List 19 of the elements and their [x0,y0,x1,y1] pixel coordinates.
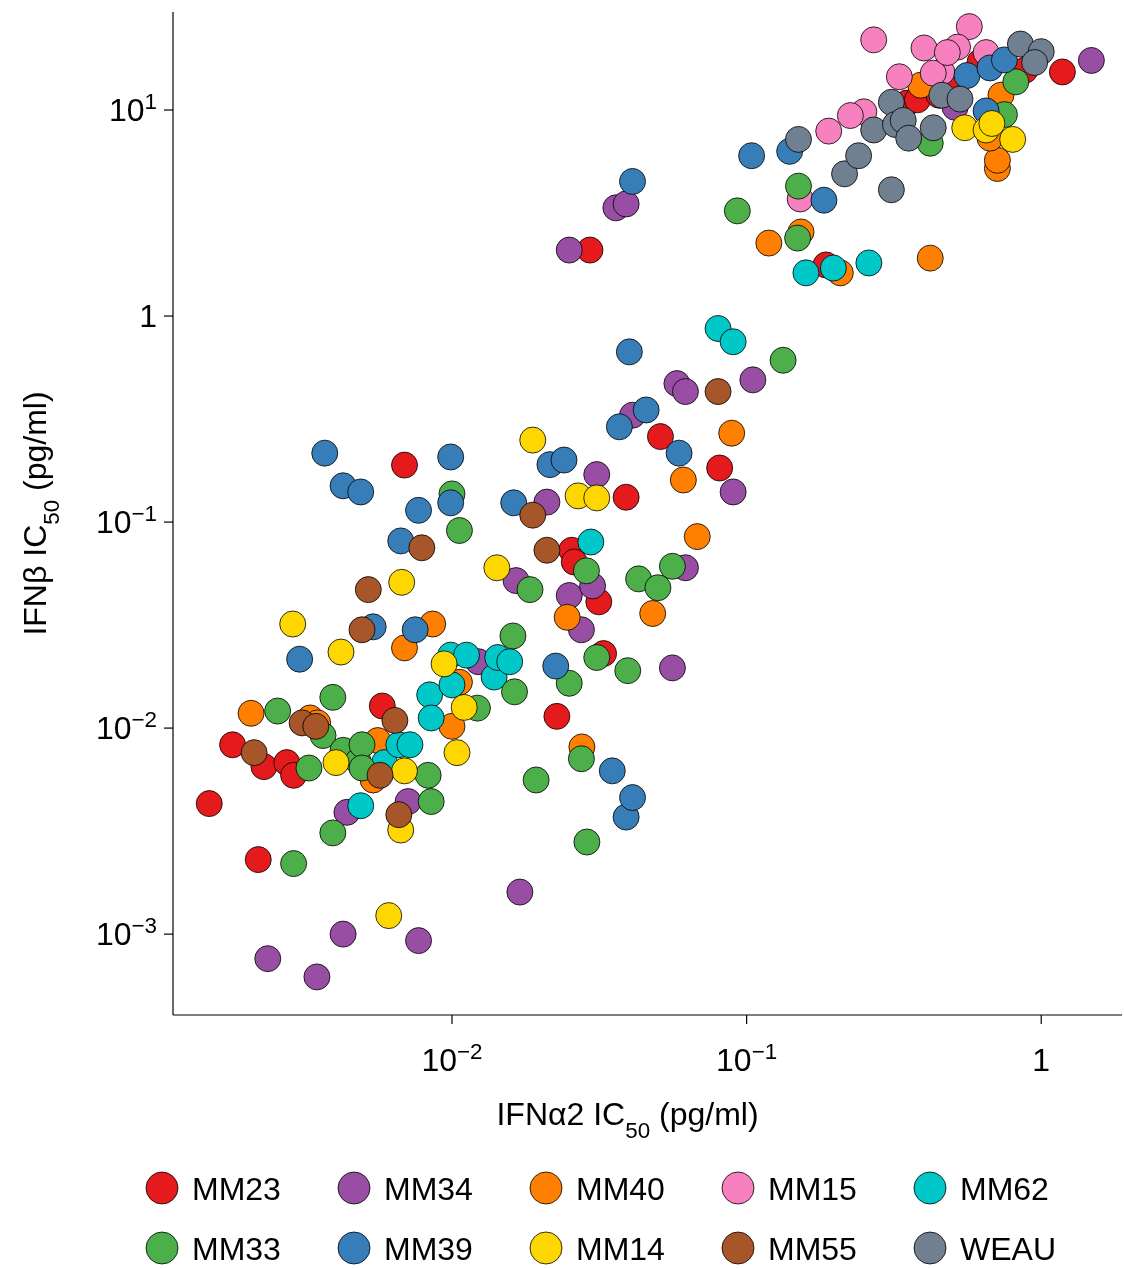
y-tick-label: 10$^{−3}$ [95,912,157,953]
legend-label: WEAU [960,1231,1056,1267]
legend-label: MM39 [384,1231,473,1267]
legend-label: MM55 [768,1231,857,1267]
y-tick-label: 10$^{−1}$ [95,500,157,541]
legend-label: MM33 [192,1231,281,1267]
legend-label: MM40 [576,1171,665,1207]
y-tick-label: 10$^{−2}$ [95,706,157,747]
legend-label: MM23 [192,1171,281,1207]
legend-label: MM34 [384,1171,473,1207]
y-tick-label: 10$^{1}$ [108,88,157,128]
x-tick-label: 10$^{−2}$ [421,1038,483,1078]
legend-label: MM15 [768,1171,857,1207]
x-axis-title: IFNα2 IC$_{50}$ (pg/ml) [496,1096,759,1143]
legend-label: MM62 [960,1171,1049,1207]
y-tick-label: 1 [139,298,157,335]
x-tick-label: 1 [1032,1042,1051,1078]
x-tick-label: 10$^{−1}$ [716,1038,778,1078]
legend-label: MM14 [576,1231,665,1267]
